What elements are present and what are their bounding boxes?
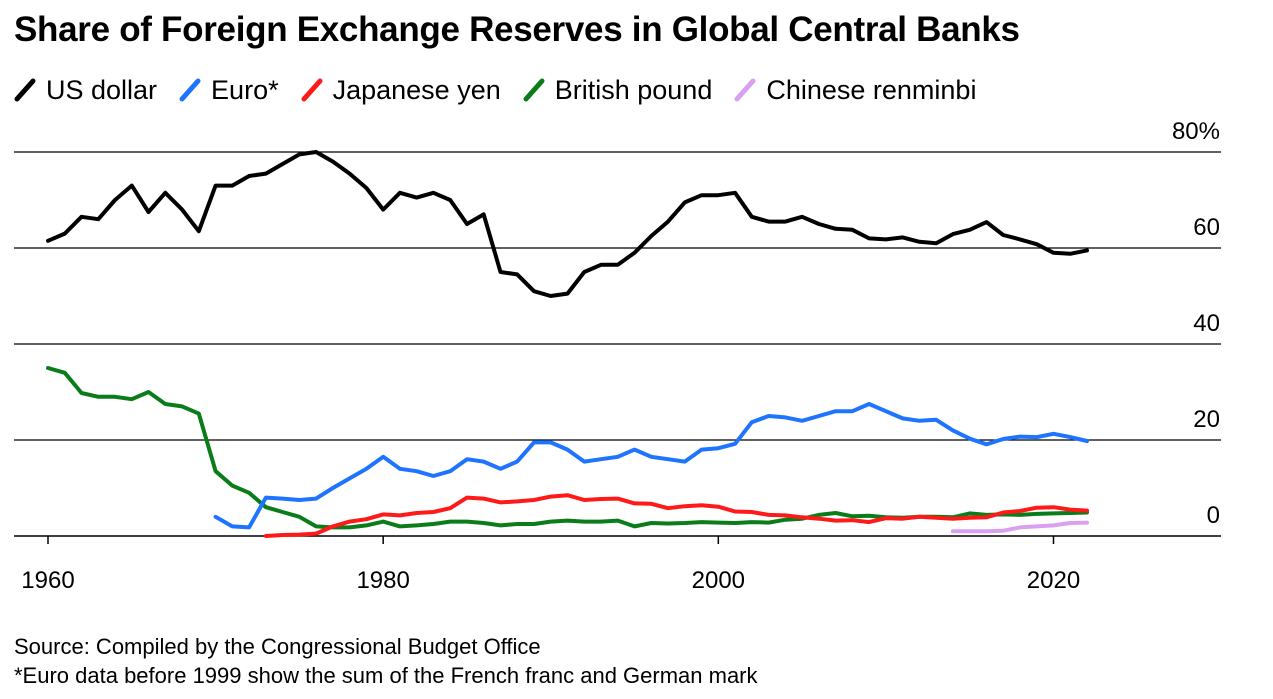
x-tick-label-1980: 1980	[356, 567, 409, 594]
chart-title: Share of Foreign Exchange Reserves in Gl…	[14, 10, 1020, 49]
y-tick-label-80: 80%	[1172, 118, 1220, 145]
series-line-euro	[213, 402, 1089, 530]
legend-swatch-euro	[179, 78, 201, 102]
legend-label-japanese-yen: Japanese yen	[332, 74, 501, 105]
legend-label-chinese-renminbi: Chinese renminbi	[766, 74, 977, 105]
legend-item-chinese-renminbi: Chinese renminbi	[734, 75, 976, 106]
legend-swatch-us-dollar	[14, 78, 36, 102]
series-line-chinese-renminbi	[950, 520, 1089, 534]
series-line-japanese-yen	[263, 493, 1089, 538]
legend-item-british-pound: British pound	[523, 74, 713, 106]
x-tick-label-1960: 1960	[21, 567, 74, 594]
legend-item-japanese-yen: Japanese yen	[301, 75, 501, 106]
chart-footer: Source: Compiled by the Congressional Bu…	[14, 632, 758, 690]
x-tick-label-2000: 2000	[692, 567, 745, 594]
legend-swatch-japanese-yen	[301, 78, 323, 102]
legend-item-euro: Euro*	[179, 75, 279, 106]
series-line-us-dollar	[46, 150, 1089, 298]
y-tick-label-0: 0	[1207, 502, 1220, 529]
y-tick-label-20: 20	[1193, 406, 1220, 433]
legend-swatch-chinese-renminbi	[734, 78, 756, 102]
legend-item-us-dollar: US dollar	[14, 75, 157, 106]
x-tick-label-2020: 2020	[1027, 567, 1080, 594]
source-note: Source: Compiled by the Congressional Bu…	[14, 634, 541, 659]
legend-swatch-british-pound	[523, 78, 545, 102]
legend-label-british-pound: British pound	[554, 74, 713, 105]
y-tick-label-40: 40	[1193, 310, 1220, 337]
legend-label-us-dollar: US dollar	[46, 74, 158, 105]
legend-label-euro: Euro*	[211, 74, 279, 105]
y-tick-label-60: 60	[1193, 214, 1220, 241]
euro-footnote: *Euro data before 1999 show the sum of t…	[14, 663, 758, 688]
legend: US dollar Euro* Japanese yen British pou…	[14, 72, 998, 108]
